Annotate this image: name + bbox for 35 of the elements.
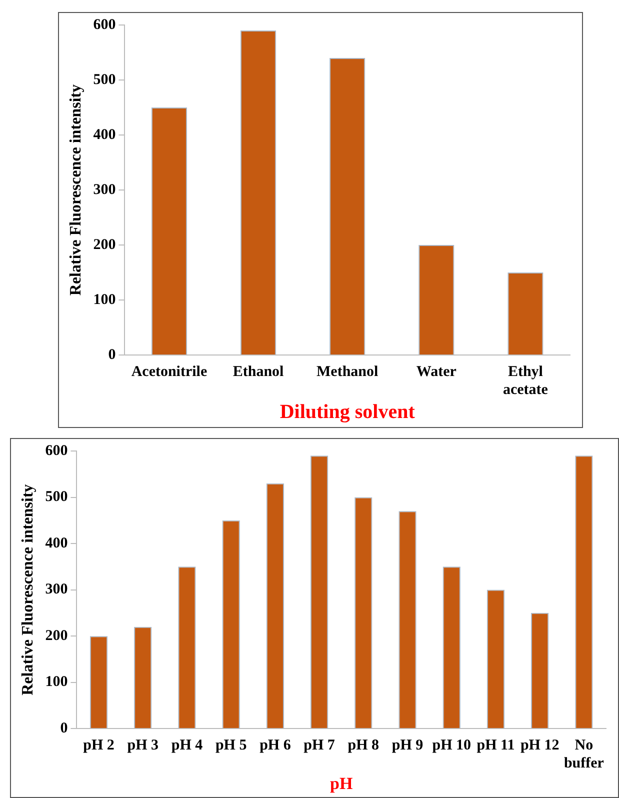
- y-tick-label: 600: [93, 16, 116, 33]
- x-tick-label: No buffer: [564, 737, 604, 772]
- y-tick-label: 200: [93, 236, 116, 253]
- x-axis-title: Diluting solvent: [280, 401, 416, 424]
- y-tick-label: 200: [45, 628, 68, 644]
- y-tick-label: 300: [45, 582, 68, 598]
- x-tick-label: pH 11: [476, 737, 515, 754]
- x-tick-label: Methanol: [316, 364, 378, 380]
- x-tick-label: pH 4: [171, 737, 204, 754]
- y-tick-label: 100: [45, 674, 68, 690]
- x-tick-label: pH 8: [348, 737, 380, 754]
- y-tick-label: 0: [60, 720, 68, 736]
- y-tick-label: 100: [93, 292, 116, 308]
- x-tick-label: pH 10: [432, 737, 472, 754]
- x-tick-label: pH 6: [260, 737, 292, 754]
- x-tick-label: pH 3: [127, 737, 158, 754]
- x-tick-label: Ethyl acetate: [502, 364, 548, 398]
- y-tick-label: 300: [93, 182, 116, 198]
- y-tick-label: 500: [45, 489, 68, 506]
- y-axis-title: Relative Fluorescence intensity: [68, 84, 85, 296]
- x-tick-label: Water: [416, 364, 457, 380]
- y-tick-label: 0: [108, 346, 116, 363]
- x-tick-label: pH 12: [520, 737, 560, 754]
- y-tick-label: 400: [45, 535, 68, 552]
- x-tick-label: pH 5: [215, 737, 247, 754]
- y-tick-label: 600: [45, 442, 68, 459]
- y-axis-title: Relative Fluorescence intensity: [20, 484, 37, 696]
- x-tick-label: pH 2: [83, 737, 114, 754]
- x-tick-label: pH 9: [392, 737, 424, 754]
- y-tick-label: 500: [93, 72, 116, 88]
- x-tick-label: Acetonitrile: [131, 364, 208, 380]
- x-tick-label: Ethanol: [232, 364, 284, 380]
- y-tick-label: 400: [93, 126, 116, 143]
- x-axis-title: pH: [330, 774, 353, 794]
- x-tick-label: pH 7: [304, 737, 336, 754]
